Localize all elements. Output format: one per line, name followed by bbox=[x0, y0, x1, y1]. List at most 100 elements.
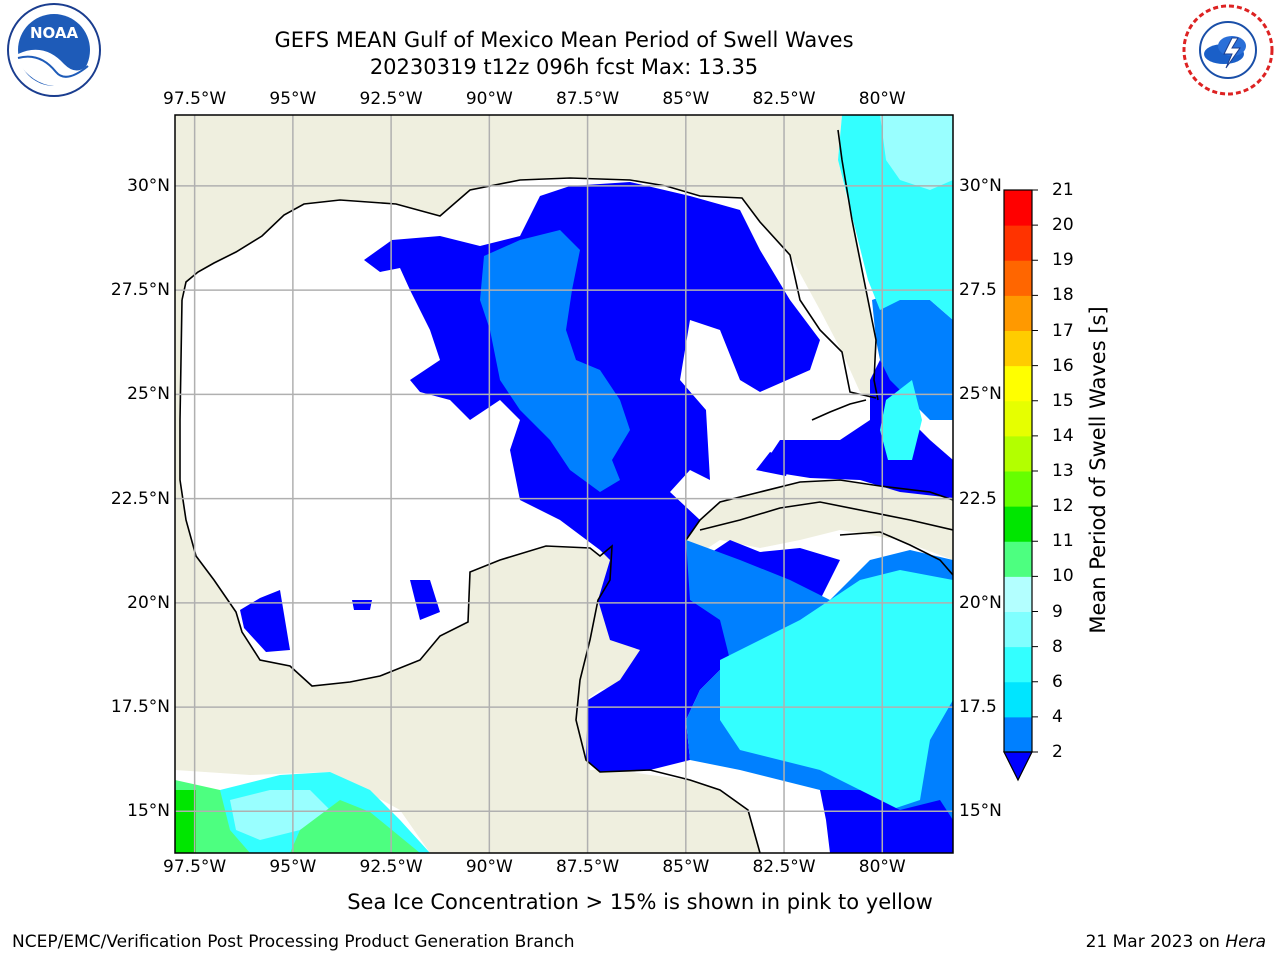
lat-label-left: 22.5°N bbox=[110, 488, 170, 509]
colorbar-title: Mean Period of Swell Waves [s] bbox=[1086, 306, 1110, 634]
lon-label-top: 82.5°W bbox=[752, 89, 816, 109]
swell-level-2-caribbean-south bbox=[820, 790, 953, 853]
colorbar-segment bbox=[1004, 295, 1032, 331]
swell-level-2-straits bbox=[760, 360, 953, 498]
swell-level-8-pacific bbox=[230, 790, 330, 840]
colorbar-segment bbox=[1004, 260, 1032, 296]
colorbar-tick-label: 11 bbox=[1052, 531, 1074, 552]
cuba-coast bbox=[685, 479, 953, 541]
lon-label-bottom: 95°W bbox=[269, 857, 317, 877]
sea-ice-note: Sea Ice Concentration > 15% is shown in … bbox=[347, 890, 933, 914]
colorbar-tick-label: 21 bbox=[1052, 180, 1074, 200]
colorbar-segment bbox=[1004, 471, 1032, 507]
swell-level-2-west-gulf bbox=[240, 590, 290, 652]
colorbar-tick-label: 18 bbox=[1052, 285, 1074, 306]
lat-label-left: 30°N bbox=[127, 175, 170, 196]
colorbar-segment bbox=[1004, 190, 1032, 226]
colorbar-tick-label: 13 bbox=[1052, 461, 1074, 481]
keys bbox=[811, 399, 867, 421]
noaa-logo: NOAA bbox=[4, 2, 104, 98]
lon-label-top: 97.5°W bbox=[163, 89, 227, 109]
lat-label-right: 22.5 bbox=[959, 488, 997, 509]
colorbar-tick-label: 14 bbox=[1052, 425, 1074, 446]
colorbar-tick-label: 15 bbox=[1052, 390, 1074, 411]
footer-host: Hera bbox=[1225, 932, 1266, 952]
atlantic-coast bbox=[837, 129, 879, 401]
colorbar-tick-label: 17 bbox=[1052, 320, 1074, 341]
colorbar-tick-label: 16 bbox=[1052, 355, 1074, 376]
lat-label-right: 20°N bbox=[959, 592, 1002, 613]
swell-level-6-bahamas bbox=[880, 380, 922, 460]
colorbar-segment bbox=[1004, 400, 1032, 437]
lat-label-left: 17.5°N bbox=[110, 697, 170, 718]
mexico-coast bbox=[179, 299, 761, 853]
lon-label-bottom: 97.5°W bbox=[163, 857, 227, 877]
lon-label-top: 80°W bbox=[858, 89, 906, 109]
colorbar-tick-label: 4 bbox=[1052, 706, 1063, 727]
lon-label-bottom: 92.5°W bbox=[359, 857, 423, 877]
lon-label-bottom: 80°W bbox=[858, 857, 906, 877]
coastlines bbox=[179, 129, 953, 853]
lon-label-bottom: 85°W bbox=[662, 857, 710, 877]
colorbar-tick-label: 10 bbox=[1052, 566, 1074, 587]
swell-level-6-caribbean bbox=[720, 570, 953, 810]
lon-label-top: 87.5°W bbox=[555, 89, 620, 109]
footer-credit: NCEP/EMC/Verification Post Processing Pr… bbox=[12, 932, 575, 952]
cuba-south-coast bbox=[699, 501, 953, 531]
lon-label-top: 85°W bbox=[662, 89, 710, 109]
swell-level-4-atlantic bbox=[872, 290, 953, 420]
lon-label-top: 92.5°W bbox=[359, 89, 423, 109]
footer-date-text: 21 Mar 2023 on bbox=[1085, 932, 1226, 952]
map-frame bbox=[174, 114, 954, 854]
lon-label-bottom: 90°W bbox=[465, 857, 513, 877]
chart-title-line1: GEFS MEAN Gulf of Mexico Mean Period of … bbox=[274, 28, 854, 52]
lat-label-right: 17.5 bbox=[959, 697, 997, 718]
colorbar-segment bbox=[1004, 541, 1032, 577]
gulf-coast bbox=[181, 177, 877, 399]
swell-period-fill bbox=[175, 115, 953, 853]
nws-logo bbox=[1180, 2, 1276, 98]
swell-level-2-cuba-lobe bbox=[756, 452, 790, 476]
lon-label-bottom: 87.5°W bbox=[555, 857, 620, 877]
lat-label-left: 15°N bbox=[127, 801, 170, 822]
colorbar-tick-label: 8 bbox=[1052, 636, 1063, 657]
colorbar-segment bbox=[1004, 611, 1032, 648]
colorbar-segment bbox=[1004, 365, 1032, 402]
swell-level-10-pacific bbox=[175, 790, 196, 853]
swell-level-9-pacific-east bbox=[290, 800, 420, 853]
lon-label-top: 90°W bbox=[465, 89, 513, 109]
lat-label-left: 20°N bbox=[127, 592, 170, 613]
gridlines bbox=[175, 115, 953, 853]
colorbar bbox=[1003, 189, 1038, 782]
colorbar-segment bbox=[1004, 681, 1032, 718]
colorbar-segment bbox=[1004, 646, 1032, 683]
lat-label-right: 15°N bbox=[959, 801, 1002, 822]
colorbar-tick-label: 19 bbox=[1052, 250, 1074, 271]
lon-label-top: 95°W bbox=[269, 89, 317, 109]
colorbar-extend-min bbox=[1003, 751, 1033, 782]
colorbar-tick-label: 6 bbox=[1052, 671, 1063, 692]
lat-label-right: 27.5 bbox=[959, 280, 997, 301]
colorbar-tick-label: 2 bbox=[1052, 742, 1063, 762]
lat-label-left: 27.5°N bbox=[110, 280, 170, 301]
footer-date: 21 Mar 2023 on Hera bbox=[1086, 932, 1266, 952]
lat-label-right: 25°N bbox=[959, 384, 1002, 405]
swell-level-4-gulf bbox=[480, 230, 630, 492]
swell-level-8-atlantic bbox=[880, 115, 953, 190]
colorbar-segment bbox=[1004, 435, 1032, 472]
colorbar-segment bbox=[1004, 576, 1032, 612]
colorbar-tick-label: 20 bbox=[1052, 215, 1074, 236]
swell-level-2-west-gulf-small bbox=[410, 580, 440, 620]
svg-text:NOAA: NOAA bbox=[30, 24, 79, 42]
chart-title-line2: 20230319 t12z 096h fcst Max: 13.35 bbox=[369, 55, 759, 79]
hispaniola-coast bbox=[839, 531, 953, 576]
colorbar-segment bbox=[1004, 330, 1032, 367]
swell-level-2-bay bbox=[352, 600, 372, 610]
colorbar-segment bbox=[1004, 225, 1032, 261]
lat-label-right: 30°N bbox=[959, 175, 1002, 196]
colorbar-segment bbox=[1004, 716, 1032, 753]
colorbar-tick-label: 9 bbox=[1052, 601, 1063, 622]
lat-label-left: 25°N bbox=[127, 384, 170, 405]
colorbar-tick-label: 12 bbox=[1052, 496, 1074, 517]
